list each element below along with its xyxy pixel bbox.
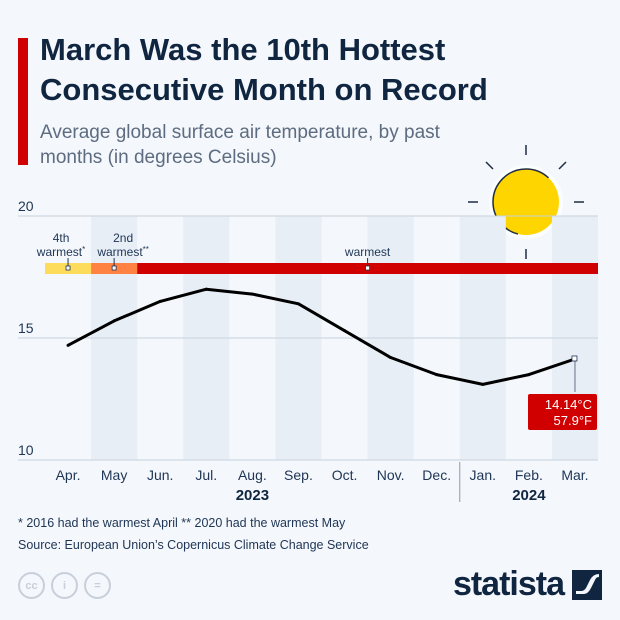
cc-icon[interactable]: cc (18, 572, 45, 599)
rank-label: 2nd (113, 231, 133, 245)
by-icon[interactable]: i (51, 572, 78, 599)
temperature-line (67, 287, 576, 386)
rank-label-warmest: warmest** (96, 245, 149, 259)
y-tick-label: 20 (18, 198, 34, 214)
source: Source: European Union’s Copernicus Clim… (18, 538, 369, 552)
brand-name: statista (452, 565, 565, 603)
x-tick-label: Dec. (422, 467, 451, 483)
x-tick-label: Jun. (147, 467, 173, 483)
data-point (343, 329, 347, 333)
data-point (435, 373, 439, 377)
x-tick-label: Sep. (284, 467, 313, 483)
data-point (112, 319, 116, 323)
rank-marker (111, 265, 117, 271)
footnote: * 2016 had the warmest April ** 2020 had… (18, 516, 346, 530)
annotation-marker (571, 355, 578, 362)
x-tick-label: Nov. (377, 467, 405, 483)
y-tick-label: 15 (18, 320, 34, 336)
x-tick-label: Apr. (56, 467, 81, 483)
data-point (66, 343, 70, 347)
x-tick-label: May (101, 467, 127, 483)
sun-icon (468, 145, 584, 259)
title-accent-bar (18, 38, 28, 165)
annotation-fahrenheit: 57.9°F (554, 413, 593, 428)
license-icons[interactable]: cc i = (18, 572, 111, 599)
data-point (527, 373, 531, 377)
year-label: 2023 (236, 487, 269, 504)
chart-subtitle: Average global surface air temperature, … (40, 122, 440, 168)
x-tick-label: Jan. (470, 467, 496, 483)
data-point (296, 302, 300, 306)
data-point (389, 356, 393, 360)
statista-logo[interactable]: statista (453, 565, 602, 604)
x-tick-label: Jul. (195, 467, 217, 483)
rank-label: 4th (53, 231, 70, 245)
annotation-celsius: 14.14°C (545, 397, 592, 412)
rank-label-warmest: warmest* (36, 245, 85, 259)
x-tick-label: Mar. (561, 467, 588, 483)
x-tick-label: Feb. (515, 467, 543, 483)
x-tick-label: Oct. (332, 467, 358, 483)
rank-label-warmest: warmest (344, 245, 391, 259)
data-point (204, 287, 208, 291)
annotation-box (528, 394, 597, 430)
data-point (158, 299, 162, 303)
data-point (250, 292, 254, 296)
rank-marker (65, 265, 71, 271)
nd-icon[interactable]: = (84, 572, 111, 599)
data-point (481, 382, 485, 386)
chart-title: March Was the 10th Hottest Consecutive M… (40, 32, 488, 107)
y-tick-label: 10 (18, 442, 34, 458)
rank-marker (365, 265, 370, 271)
x-tick-label: Aug. (238, 467, 267, 483)
statista-logo-icon (572, 569, 602, 600)
year-label: 2024 (512, 487, 546, 504)
